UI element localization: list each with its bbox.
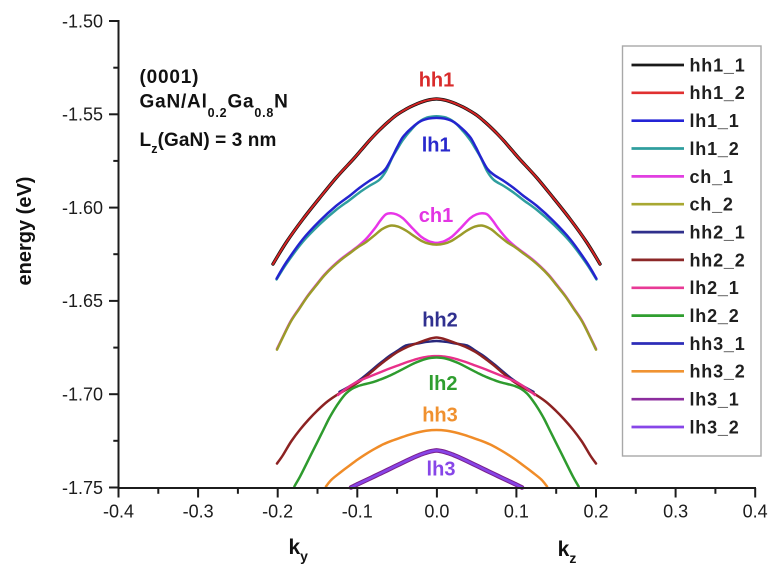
svg-text:-0.3: -0.3 xyxy=(183,502,214,522)
svg-text:hh3_1: hh3_1 xyxy=(690,334,746,354)
svg-text:-1.60: -1.60 xyxy=(62,198,103,218)
svg-text:lh1: lh1 xyxy=(422,134,451,156)
svg-text:0.2: 0.2 xyxy=(583,502,608,522)
svg-text:(0001): (0001) xyxy=(140,67,200,88)
svg-text:hh2: hh2 xyxy=(422,309,458,331)
svg-text:-0.4: -0.4 xyxy=(103,502,134,522)
svg-text:energy (eV): energy (eV) xyxy=(14,177,36,286)
svg-text:lh2_1: lh2_1 xyxy=(690,278,740,298)
svg-text:-1.50: -1.50 xyxy=(62,11,103,31)
svg-text:lh2_2: lh2_2 xyxy=(690,306,740,326)
svg-text:lh1_1: lh1_1 xyxy=(690,111,740,131)
svg-text:lh2: lh2 xyxy=(429,373,458,395)
svg-text:lh3_2: lh3_2 xyxy=(690,417,740,437)
svg-text:ch1: ch1 xyxy=(419,205,453,227)
svg-text:hh2_1: hh2_1 xyxy=(690,223,746,243)
svg-text:0.4: 0.4 xyxy=(743,502,768,522)
svg-text:ch_2: ch_2 xyxy=(690,195,734,215)
svg-text:-1.75: -1.75 xyxy=(62,478,103,498)
svg-text:hh1_1: hh1_1 xyxy=(690,55,746,75)
svg-text:hh1_2: hh1_2 xyxy=(690,83,746,103)
svg-text:-1.65: -1.65 xyxy=(62,291,103,311)
svg-text:-0.1: -0.1 xyxy=(342,502,373,522)
svg-text:-1.55: -1.55 xyxy=(62,105,103,125)
svg-text:lh3: lh3 xyxy=(427,459,456,481)
svg-text:lh3_1: lh3_1 xyxy=(690,390,740,410)
svg-text:lh1_2: lh1_2 xyxy=(690,139,740,159)
svg-text:0.3: 0.3 xyxy=(663,502,688,522)
svg-text:-1.70: -1.70 xyxy=(62,385,103,405)
svg-text:hh3_2: hh3_2 xyxy=(690,362,746,382)
svg-text:hh1: hh1 xyxy=(419,69,455,91)
svg-text:0.0: 0.0 xyxy=(424,502,449,522)
svg-text:hh2_2: hh2_2 xyxy=(690,250,746,270)
svg-text:hh3: hh3 xyxy=(422,405,458,427)
svg-text:0.1: 0.1 xyxy=(504,502,529,522)
svg-text:-0.2: -0.2 xyxy=(262,502,293,522)
svg-text:ch_1: ch_1 xyxy=(690,167,734,187)
